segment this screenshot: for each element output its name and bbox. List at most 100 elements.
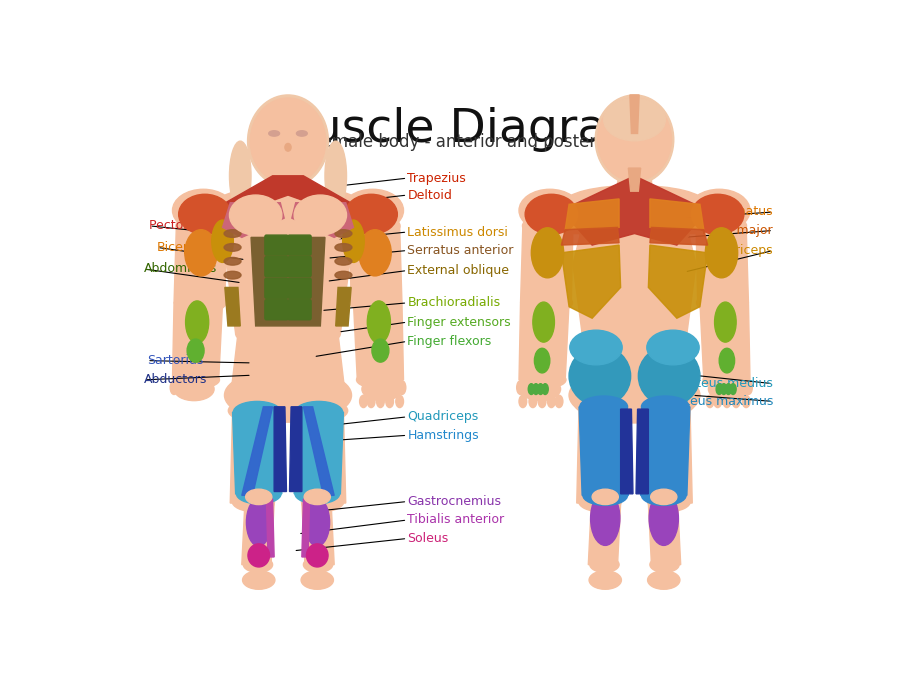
Polygon shape	[574, 334, 695, 397]
Polygon shape	[227, 234, 349, 334]
Ellipse shape	[229, 400, 278, 421]
Polygon shape	[174, 226, 227, 303]
Polygon shape	[565, 203, 704, 234]
Polygon shape	[562, 227, 619, 245]
Polygon shape	[617, 172, 652, 195]
Ellipse shape	[528, 384, 535, 395]
Ellipse shape	[531, 228, 563, 278]
Ellipse shape	[174, 377, 214, 400]
Ellipse shape	[533, 384, 539, 395]
Ellipse shape	[28, 395, 35, 407]
Ellipse shape	[715, 302, 736, 342]
Ellipse shape	[538, 395, 546, 407]
Ellipse shape	[248, 95, 328, 188]
Ellipse shape	[644, 393, 694, 416]
Polygon shape	[354, 303, 403, 380]
Ellipse shape	[247, 498, 271, 546]
Ellipse shape	[650, 557, 680, 573]
Ellipse shape	[298, 400, 347, 421]
Polygon shape	[219, 176, 357, 214]
Polygon shape	[303, 407, 334, 496]
Ellipse shape	[730, 384, 736, 395]
Text: Hamstrings: Hamstrings	[408, 429, 479, 442]
Text: Teres major: Teres major	[700, 224, 773, 237]
Ellipse shape	[230, 195, 282, 235]
Ellipse shape	[580, 396, 627, 418]
Ellipse shape	[175, 371, 220, 389]
Ellipse shape	[335, 230, 352, 238]
Polygon shape	[621, 409, 633, 494]
Ellipse shape	[325, 141, 346, 211]
Text: of the female body - anterior and posterior view: of the female body - anterior and poster…	[262, 133, 661, 152]
Ellipse shape	[719, 348, 734, 373]
Polygon shape	[628, 168, 641, 191]
Ellipse shape	[305, 498, 329, 546]
Ellipse shape	[224, 257, 241, 265]
Ellipse shape	[691, 195, 743, 234]
Polygon shape	[643, 404, 692, 503]
Ellipse shape	[699, 293, 748, 312]
Ellipse shape	[307, 544, 328, 567]
Text: Serratus anterior: Serratus anterior	[408, 244, 514, 257]
Polygon shape	[274, 407, 286, 491]
Ellipse shape	[580, 218, 689, 249]
Polygon shape	[292, 203, 354, 238]
Ellipse shape	[250, 98, 326, 184]
Ellipse shape	[595, 95, 674, 184]
Ellipse shape	[232, 491, 274, 512]
Ellipse shape	[642, 485, 686, 505]
Ellipse shape	[362, 377, 402, 400]
Ellipse shape	[533, 302, 554, 342]
Ellipse shape	[173, 189, 234, 231]
Ellipse shape	[583, 485, 627, 505]
Polygon shape	[222, 203, 284, 238]
Polygon shape	[302, 503, 334, 564]
Polygon shape	[294, 412, 344, 494]
Ellipse shape	[302, 571, 333, 589]
Ellipse shape	[526, 195, 578, 234]
Ellipse shape	[224, 271, 241, 279]
Ellipse shape	[725, 384, 732, 395]
Polygon shape	[573, 234, 696, 334]
Ellipse shape	[547, 395, 555, 407]
Ellipse shape	[224, 230, 241, 238]
Text: Finger flexors: Finger flexors	[408, 335, 491, 348]
Ellipse shape	[218, 186, 358, 220]
Text: Tibialis anterior: Tibialis anterior	[408, 514, 505, 527]
Ellipse shape	[697, 215, 746, 236]
Ellipse shape	[367, 395, 375, 407]
Ellipse shape	[529, 395, 536, 407]
Ellipse shape	[648, 571, 680, 589]
Text: Abductors: Abductors	[144, 373, 207, 386]
Text: Triceps: Triceps	[730, 244, 773, 257]
Ellipse shape	[579, 491, 621, 512]
Polygon shape	[648, 503, 680, 564]
Text: External oblique: External oblique	[408, 264, 509, 277]
Polygon shape	[336, 288, 351, 326]
Ellipse shape	[697, 293, 746, 313]
Ellipse shape	[706, 395, 714, 407]
Polygon shape	[242, 503, 274, 564]
Ellipse shape	[649, 491, 679, 546]
Ellipse shape	[170, 381, 178, 395]
Ellipse shape	[604, 99, 665, 141]
Polygon shape	[577, 404, 626, 503]
Text: Finger extensors: Finger extensors	[408, 316, 511, 329]
Ellipse shape	[648, 491, 690, 512]
Ellipse shape	[535, 348, 550, 373]
FancyBboxPatch shape	[265, 256, 288, 277]
Polygon shape	[266, 499, 274, 557]
Polygon shape	[630, 95, 639, 133]
Polygon shape	[302, 499, 310, 557]
Ellipse shape	[175, 293, 223, 312]
Polygon shape	[242, 407, 273, 496]
Ellipse shape	[9, 395, 17, 407]
Polygon shape	[519, 303, 569, 380]
Text: Gastrocnemius: Gastrocnemius	[408, 495, 501, 508]
Ellipse shape	[35, 395, 43, 407]
Ellipse shape	[570, 330, 622, 365]
Ellipse shape	[537, 384, 544, 395]
Text: Soleus: Soleus	[408, 532, 448, 545]
Polygon shape	[641, 407, 690, 496]
FancyBboxPatch shape	[288, 235, 311, 255]
